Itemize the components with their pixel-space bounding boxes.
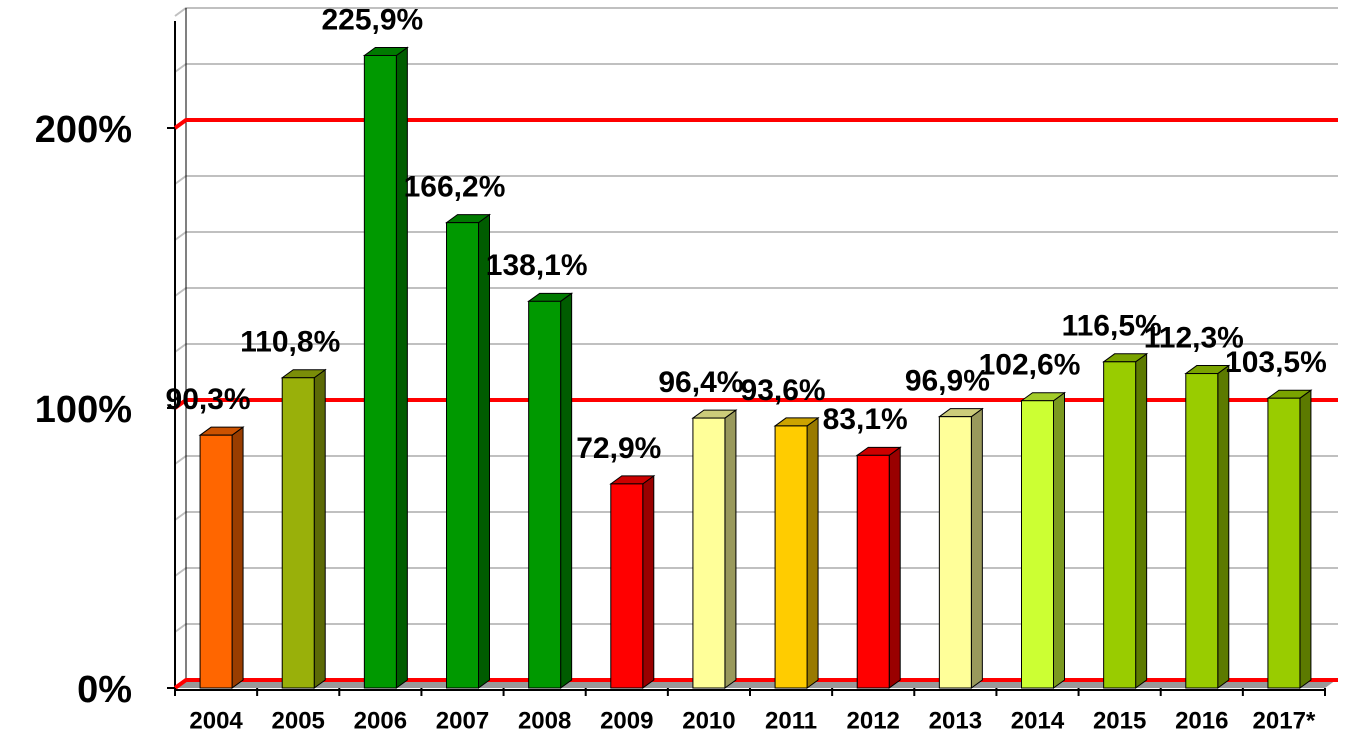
bar bbox=[937, 407, 984, 689]
bar bbox=[1184, 364, 1231, 689]
data-label: 83,1% bbox=[823, 403, 908, 436]
bar-front bbox=[446, 222, 479, 689]
data-label: 96,4% bbox=[658, 366, 743, 399]
x-tick-label: 2010 bbox=[682, 707, 735, 734]
bar-front bbox=[199, 434, 233, 689]
bar bbox=[773, 416, 820, 689]
x-tick-label: 2013 bbox=[929, 707, 982, 734]
data-label: 93,6% bbox=[741, 374, 826, 407]
data-label: 103,5% bbox=[1225, 346, 1327, 379]
bar bbox=[855, 446, 902, 689]
x-tick-label: 2007 bbox=[436, 707, 489, 734]
grid-line bbox=[173, 118, 1338, 130]
bar-front bbox=[1267, 397, 1301, 689]
x-tick-label: 2015 bbox=[1093, 707, 1146, 734]
bar-side bbox=[1217, 364, 1230, 689]
bar-side bbox=[642, 474, 655, 689]
bar-front bbox=[610, 483, 644, 689]
x-tick-label: 2009 bbox=[600, 707, 653, 734]
x-tick-label: 2004 bbox=[189, 707, 243, 734]
minor-grid-line bbox=[174, 511, 1338, 521]
minor-grid-line bbox=[174, 567, 1338, 577]
x-tick-label: 2017* bbox=[1253, 707, 1316, 734]
bar-side bbox=[478, 213, 490, 689]
bar-front bbox=[692, 417, 726, 689]
bar-front bbox=[363, 54, 397, 689]
bar-side bbox=[231, 426, 244, 689]
minor-grid-line bbox=[174, 287, 1338, 297]
minor-grid-line bbox=[174, 623, 1338, 633]
bar bbox=[198, 426, 245, 689]
x-tick-label: 2012 bbox=[847, 707, 900, 734]
minor-grid-line bbox=[174, 231, 1338, 241]
bar bbox=[1102, 352, 1149, 689]
bar-side bbox=[560, 292, 573, 689]
bar bbox=[362, 46, 409, 689]
y-tick-label: 0% bbox=[77, 669, 132, 711]
data-label: 110,8% bbox=[240, 326, 340, 359]
x-tick-label: 2016 bbox=[1175, 707, 1228, 734]
x-tick-label: 2006 bbox=[354, 707, 407, 734]
data-label: 116,5% bbox=[1062, 310, 1162, 343]
data-label: 225,9% bbox=[321, 3, 423, 36]
x-tick-label: 2008 bbox=[518, 707, 571, 734]
bar-side bbox=[888, 446, 901, 689]
data-label: 166,2% bbox=[404, 171, 506, 204]
minor-grid-line bbox=[174, 175, 1338, 185]
y-tick-label: 100% bbox=[35, 389, 132, 431]
bar bbox=[1266, 389, 1313, 689]
data-label: 90,3% bbox=[166, 383, 251, 416]
data-label: 102,6% bbox=[979, 349, 1081, 382]
minor-grid-line bbox=[174, 63, 1338, 73]
data-label: 138,1% bbox=[486, 249, 588, 282]
x-tick-label: 2005 bbox=[272, 707, 325, 734]
data-label: 112,3% bbox=[1144, 321, 1244, 354]
bar-front bbox=[938, 416, 972, 689]
bar-side bbox=[1299, 389, 1312, 689]
bar-side bbox=[806, 416, 819, 689]
bar bbox=[444, 213, 492, 689]
bar-front bbox=[856, 454, 890, 689]
bar bbox=[1019, 391, 1067, 689]
data-label: 72,9% bbox=[576, 432, 661, 465]
bar-front bbox=[1185, 373, 1219, 689]
y-tick-label: 200% bbox=[35, 109, 132, 151]
bar-front bbox=[281, 377, 315, 689]
bar-front bbox=[528, 300, 562, 689]
bar-front bbox=[774, 425, 808, 689]
bar-side bbox=[1053, 391, 1065, 689]
data-label: 96,9% bbox=[905, 365, 990, 398]
bar-side bbox=[395, 46, 408, 689]
x-tick-label: 2011 bbox=[765, 707, 817, 734]
bar-side bbox=[1135, 352, 1148, 689]
bar bbox=[609, 474, 656, 689]
bar-side bbox=[724, 409, 737, 689]
x-tick-label: 2014 bbox=[1011, 707, 1065, 734]
grid-line bbox=[173, 398, 1338, 410]
bar bbox=[280, 368, 327, 689]
bar-front bbox=[1103, 361, 1137, 689]
bar-front bbox=[1021, 400, 1054, 689]
bar bbox=[527, 292, 574, 689]
bar bbox=[691, 409, 738, 689]
bar-side bbox=[970, 407, 983, 689]
bar-side bbox=[313, 368, 326, 689]
minor-grid-line bbox=[174, 455, 1338, 465]
